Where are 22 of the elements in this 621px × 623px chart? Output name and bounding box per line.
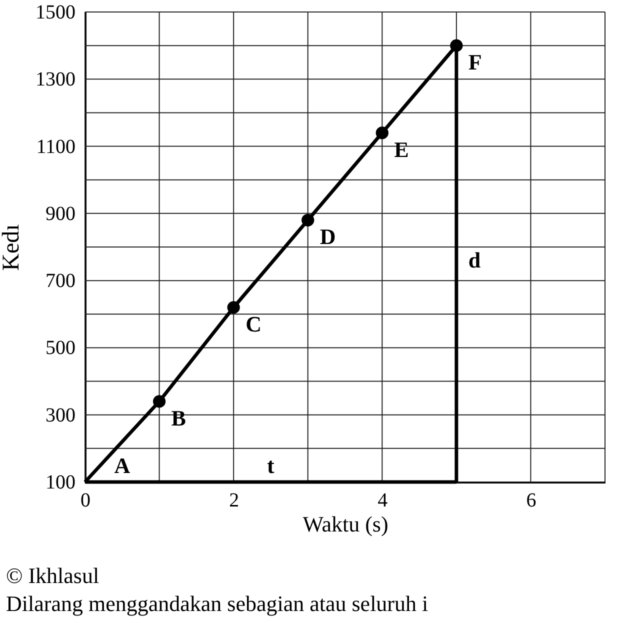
x-tick-label: 2	[229, 490, 240, 512]
y-tick-label: 700	[46, 270, 76, 292]
y-tick-label: 300	[46, 404, 76, 426]
y-axis-title: Kedı	[0, 224, 24, 271]
y-tick-label: 100	[46, 472, 76, 494]
x-axis-title: Waktu (s)	[302, 512, 388, 536]
y-tick-label: 1100	[36, 136, 76, 158]
x-tick-label: 0	[80, 490, 90, 512]
x-tick-label: 6	[526, 490, 536, 512]
text: Dilarang menggandakan sebagian atau seluruh i	[5, 590, 430, 618]
annotation: A	[114, 453, 130, 478]
annotation: C	[246, 311, 262, 336]
y-tick-label: 1500	[36, 2, 76, 24]
annotation: F	[468, 50, 482, 75]
annotation: D	[320, 224, 336, 250]
y-tick-label: 1300	[36, 68, 76, 91]
y-tick-label: 900	[46, 202, 76, 225]
annotation: d	[468, 247, 481, 272]
text: © Ikhlasul	[5, 562, 100, 590]
annotation: t	[267, 453, 276, 478]
y-tick-label: 500	[46, 337, 76, 360]
x-tick-label: 4	[378, 490, 388, 512]
